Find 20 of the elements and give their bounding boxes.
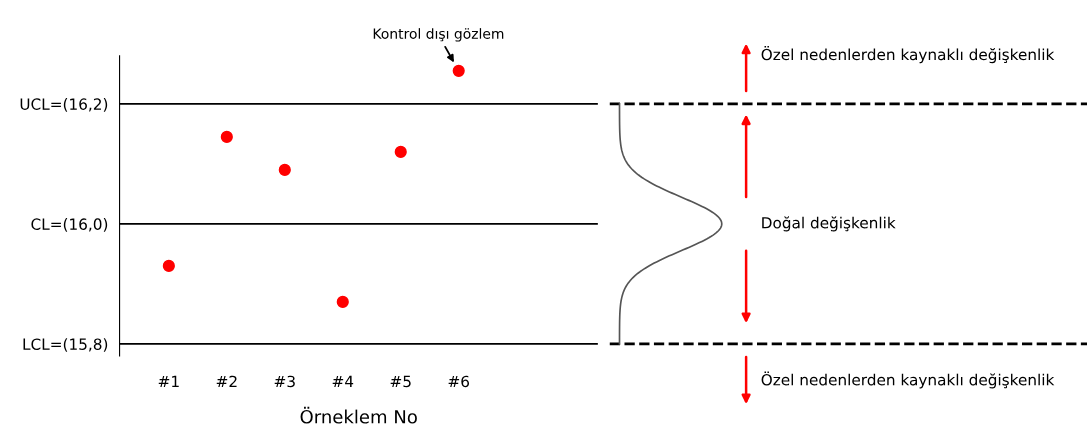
x-tick-label: #5 bbox=[390, 375, 411, 388]
y-tick-label: CL=(16,0) bbox=[31, 218, 108, 232]
text: Doğal değişkenlik bbox=[762, 216, 896, 232]
point bbox=[278, 163, 291, 176]
text: Özel nedenlerden kaynaklı değişkenlik bbox=[761, 371, 1055, 389]
point bbox=[452, 64, 465, 77]
point bbox=[162, 259, 175, 272]
x-tick-label: #2 bbox=[216, 375, 237, 387]
x-tick-label: #4 bbox=[332, 375, 354, 387]
x-tick-label: #6 bbox=[448, 375, 470, 388]
y-tick-label: UCL=(16,2) bbox=[20, 98, 108, 112]
y-tick-label: LCL=(15,8) bbox=[23, 338, 108, 352]
annotation: Kontrol dışı gözlem bbox=[373, 28, 504, 42]
point bbox=[336, 295, 349, 308]
point bbox=[220, 130, 233, 143]
x-axis-title: Örneklem No bbox=[300, 406, 417, 424]
text: Özel nedenlerden kaynaklı değişkenlik bbox=[761, 46, 1055, 64]
point bbox=[394, 145, 407, 158]
x-tick-label: #3 bbox=[274, 375, 295, 388]
x-tick-label: #1 bbox=[158, 375, 179, 387]
